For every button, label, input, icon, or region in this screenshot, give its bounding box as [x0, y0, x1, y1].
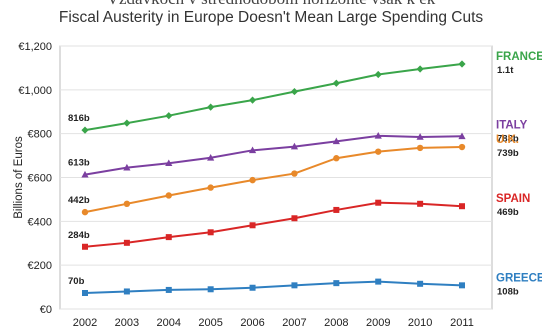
data-point: [165, 286, 172, 293]
start-value-label: 442b: [68, 195, 90, 206]
data-point: [81, 208, 89, 216]
data-point: [417, 200, 424, 207]
data-point: [165, 234, 172, 241]
y-tick-label: €1,200: [18, 41, 52, 53]
x-tick-label: 2007: [282, 317, 306, 329]
data-point: [375, 199, 382, 206]
y-tick-label: €600: [28, 173, 52, 185]
data-point: [291, 282, 298, 289]
data-point: [81, 126, 89, 134]
end-value-label: 108b: [497, 286, 519, 297]
y-tick-label: €800: [28, 129, 52, 141]
data-point: [333, 155, 340, 162]
data-point: [416, 133, 424, 140]
data-point: [458, 132, 466, 140]
data-point: [82, 243, 88, 250]
x-tick-label: 2008: [324, 317, 348, 329]
data-point: [416, 65, 424, 73]
chart-title: Fiscal Austerity in Europe Doesn't Mean …: [58, 9, 484, 26]
data-point: [332, 137, 340, 145]
data-point: [375, 278, 382, 285]
x-tick-label: 2002: [73, 317, 97, 329]
data-point: [417, 280, 424, 287]
data-point: [332, 79, 340, 87]
data-point: [123, 239, 130, 246]
data-point: [207, 103, 215, 111]
data-point: [374, 70, 382, 79]
x-tick-label: 2005: [198, 317, 222, 329]
data-point: [458, 143, 466, 151]
series-name-label: GREECE: [496, 272, 542, 284]
data-point: [81, 170, 89, 178]
data-point: [248, 96, 257, 104]
data-point: [123, 163, 131, 171]
series-line: [84, 280, 463, 295]
series-name-label: U.K.: [496, 134, 519, 146]
series-name-label: SPAIN: [496, 193, 530, 205]
series-name-label: ITALY: [496, 119, 528, 131]
end-value-label: 788b: [497, 133, 519, 144]
data-point: [165, 159, 173, 167]
data-point: [248, 146, 257, 154]
cut-off-header-text: Vzdávkoch v strednodobom horizonte však …: [0, 0, 542, 9]
data-point: [249, 176, 256, 184]
x-tick-label: 2006: [240, 317, 264, 329]
data-point: [249, 222, 256, 229]
data-point: [375, 148, 382, 155]
start-value-label: 613b: [68, 158, 90, 169]
data-point: [207, 184, 214, 191]
data-point: [333, 280, 340, 287]
data-point: [290, 87, 299, 96]
x-tick-label: 2010: [408, 317, 432, 329]
end-value-label: 469b: [497, 207, 519, 218]
data-point: [123, 119, 131, 127]
y-tick-label: €200: [28, 260, 52, 272]
series-line: [84, 146, 463, 214]
data-point: [207, 229, 214, 236]
y-tick-label: €400: [28, 216, 52, 228]
data-point: [123, 200, 131, 207]
data-point: [249, 284, 256, 291]
data-point: [291, 170, 298, 177]
data-point: [458, 60, 466, 68]
data-point: [374, 132, 382, 139]
data-point: [207, 286, 214, 293]
series-line: [84, 134, 463, 176]
data-point: [207, 153, 215, 161]
y-axis-label: Billions of Euros: [13, 136, 25, 219]
data-point: [165, 112, 173, 120]
y-tick-label: €0: [40, 304, 52, 316]
data-point: [416, 144, 424, 152]
x-tick-label: 2004: [157, 317, 181, 329]
series-name-label: FRANCE: [496, 51, 542, 63]
data-point: [291, 215, 298, 222]
end-value-label: 1.1t: [497, 65, 514, 76]
data-point: [82, 290, 88, 297]
y-tick-label: €1,000: [18, 85, 52, 97]
data-point: [333, 206, 340, 213]
series-line: [84, 62, 463, 132]
data-point: [290, 142, 299, 150]
start-value-label: 284b: [68, 230, 90, 241]
start-value-label: 70b: [68, 276, 85, 287]
data-point: [123, 288, 130, 295]
end-value-label: 739b: [497, 148, 519, 159]
series-line: [84, 201, 463, 248]
x-tick-label: 2009: [366, 317, 390, 329]
data-point: [165, 192, 172, 199]
data-point: [459, 203, 465, 210]
data-point: [459, 282, 465, 289]
x-tick-label: 2011: [450, 317, 474, 329]
start-value-label: 816b: [68, 113, 90, 124]
x-tick-label: 2003: [115, 317, 139, 329]
